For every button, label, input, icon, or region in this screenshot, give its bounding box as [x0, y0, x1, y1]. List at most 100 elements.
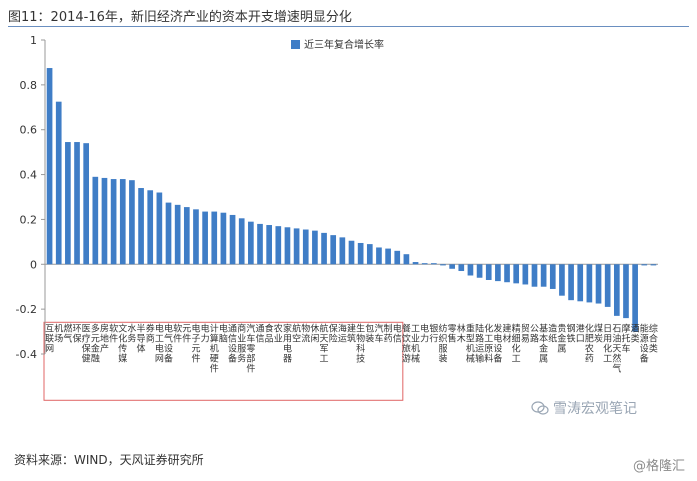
source-note: 资料来源：WIND，天风证券研究所 [14, 453, 204, 467]
title-rule [8, 26, 689, 27]
bar [632, 264, 638, 332]
bar [513, 264, 520, 284]
y-tick-label: 0.4 [20, 169, 38, 182]
x-tick-label: 环保 [73, 323, 82, 344]
y-tick-label: 0.2 [20, 213, 38, 226]
y-tick-label: 0.8 [20, 79, 38, 92]
bar [421, 263, 428, 265]
bar [229, 214, 236, 265]
bar [156, 192, 163, 265]
x-tick-label: 机场 [54, 322, 63, 344]
x-tick-label: 家用电器 [283, 322, 292, 364]
x-tick-label: 包装 [365, 322, 374, 344]
bar [46, 68, 53, 265]
bar [485, 264, 492, 280]
x-tick-label: 摩托车 [621, 322, 630, 354]
bar [183, 207, 190, 265]
x-tick-label: 化肥农药 [585, 322, 594, 364]
bar [101, 177, 108, 265]
bar [366, 244, 373, 265]
x-tick-label: 电信 [393, 322, 402, 344]
bar [549, 264, 556, 289]
bar [266, 225, 272, 265]
bar [613, 264, 620, 316]
x-tick-label: 酒类 [631, 323, 640, 344]
figure-title: 图11：2014-16年，新旧经济产业的资本开支增速明显分化 [8, 10, 352, 25]
bar [495, 264, 501, 282]
x-tick-label: 水务 [127, 322, 136, 344]
x-tick-label: 煤炭 [594, 322, 603, 344]
watermark-text: 雪涛宏观笔记 [553, 401, 637, 417]
x-tick-label: 航天军工 [320, 322, 329, 364]
x-tick-label: 能源设备 [640, 322, 649, 364]
wechat-icon [531, 401, 549, 415]
bar [330, 235, 337, 265]
bar [165, 202, 172, 265]
x-tick-label: 通信设备 [228, 323, 237, 364]
bar [119, 179, 126, 265]
x-tick-label: 互联网 [45, 323, 54, 354]
bar [412, 262, 419, 265]
x-tick-label: 化工原料 [484, 322, 493, 364]
x-tick-label: 海运 [338, 322, 347, 344]
bar [595, 264, 602, 304]
x-tick-label: 房地产 [100, 322, 109, 354]
x-tick-label: 电工电网 [155, 322, 164, 364]
bar [147, 190, 154, 265]
legend-swatch [291, 40, 300, 49]
x-tick-label: 食品 [265, 322, 274, 344]
x-tick-label: 钢铁 [567, 322, 576, 344]
x-tick-label: 重型机械 [466, 322, 475, 364]
bar [257, 223, 263, 265]
x-tick-label: 综合类 [649, 322, 658, 354]
bar [467, 264, 474, 276]
x-tick-label: 日用化工 [603, 323, 612, 364]
x-tick-label: 航空 [292, 322, 301, 344]
x-tick-label: 元件 [182, 324, 191, 344]
bar [129, 180, 135, 265]
watermark-wechat: 雪涛宏观笔记 [531, 398, 637, 418]
bar [385, 248, 391, 265]
bar [202, 211, 208, 265]
x-tick-label: 石油天然气 [612, 324, 621, 374]
bar [449, 264, 455, 269]
x-tick-label: 贵金属 [557, 322, 566, 354]
bar [522, 264, 529, 285]
bar [302, 229, 309, 265]
highlight-box [43, 321, 404, 401]
x-tick-label: 制药 [384, 322, 393, 344]
bar-chart: -0.4 -0.2 0 0.2 0.4 0.6 0.8 1 互联网机场燃气环保医疗保健多元金融房… [16, 34, 658, 401]
x-tick-label: 汽车 [374, 322, 383, 344]
x-tick-label: 精细化工 [512, 322, 521, 364]
x-tick-label: 零售 [448, 323, 457, 344]
bar [138, 188, 144, 265]
bar [650, 264, 657, 266]
x-tick-label: 物流 [301, 322, 310, 344]
bar [403, 254, 410, 265]
bar [376, 247, 382, 265]
bar [220, 212, 227, 265]
bar [623, 264, 629, 319]
bar [348, 240, 355, 265]
x-tick-label: 燃气 [63, 322, 72, 344]
bar [577, 264, 584, 302]
x-tick-label: 农业 [274, 322, 283, 344]
x-tick-label: 陆路运输 [475, 322, 484, 364]
y-tick-label: -0.2 [16, 303, 37, 316]
x-tick-label: 公路 [530, 323, 539, 344]
bar [74, 142, 80, 265]
bar [476, 264, 483, 278]
x-tick-label: 发电设备 [493, 322, 502, 364]
bar [110, 179, 117, 265]
x-tick-label: 基本金属 [539, 322, 548, 364]
bar [174, 204, 181, 265]
x-tick-label: 电力 [201, 322, 210, 344]
bar [275, 226, 282, 265]
legend-label: 近三年复合增长率 [304, 38, 384, 51]
watermark-gelonghui: @格隆汇 [632, 459, 685, 474]
x-tick-label: 保险 [329, 322, 338, 344]
x-tick-label: 汽车零部件 [246, 322, 255, 374]
y-tick-label: -0.4 [16, 348, 37, 361]
y-tick-label: 0.6 [20, 124, 38, 137]
x-tick-label: 生物科技 [356, 322, 365, 364]
